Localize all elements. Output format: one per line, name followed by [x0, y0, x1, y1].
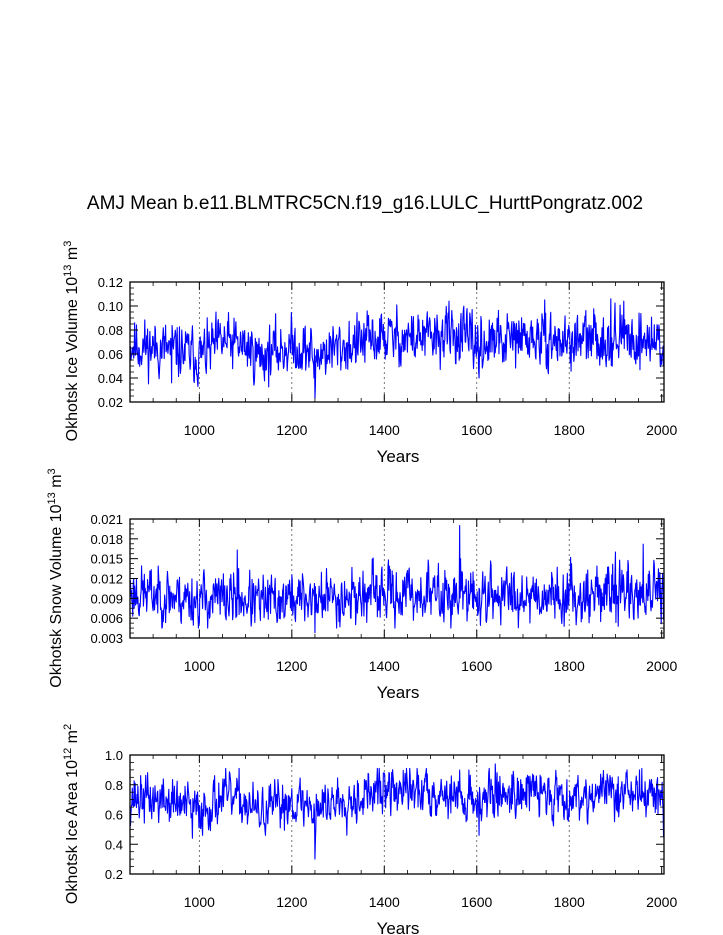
xlabel-snow-volume: Years [377, 683, 420, 702]
xtick-label-snow-volume-1600: 1600 [461, 658, 492, 674]
ytick-label-ice-area-4: 1.0 [105, 748, 123, 763]
ytick-label-snow-volume-4: 0.015 [90, 552, 123, 567]
series-line-ice-area [129, 763, 665, 860]
xtick-label-ice-volume-1400: 1400 [369, 422, 400, 438]
plot-frame-ice-volume [129, 281, 665, 403]
xtick-label-snow-volume-1800: 1800 [554, 658, 585, 674]
xlabel-ice-area: Years [377, 919, 420, 935]
xtick-label-ice-area-1600: 1600 [461, 894, 492, 910]
ytick-label-ice-volume-1: 0.04 [98, 371, 123, 386]
ytick-label-snow-volume-6: 0.021 [90, 512, 123, 527]
ytick-label-ice-volume-5: 0.12 [98, 275, 123, 290]
series-line-ice-volume [129, 298, 665, 399]
ytick-label-snow-volume-3: 0.012 [90, 572, 123, 587]
xtick-label-ice-volume-1000: 1000 [184, 422, 215, 438]
plot-frame-snow-volume [129, 518, 665, 639]
ytick-label-ice-area-0: 0.2 [105, 867, 123, 882]
xtick-label-snow-volume-2000: 2000 [646, 658, 677, 674]
xtick-label-ice-area-2000: 2000 [646, 894, 677, 910]
ytick-label-snow-volume-5: 0.018 [90, 532, 123, 547]
panel-ice-area: Okhotsk Ice Area 1012 m2 Years 1000 1200 1… [62, 724, 677, 935]
xtick-label-ice-volume-2000: 2000 [646, 422, 677, 438]
ytick-label-ice-volume-0: 0.02 [98, 395, 123, 410]
ylabel-snow-volume: Okhotsk Snow Volume 1013 m3 [46, 468, 65, 687]
xtick-label-snow-volume-1400: 1400 [369, 658, 400, 674]
chart-title: AMJ Mean b.e11.BLMTRC5CN.f19_g16.LULC_Hu… [87, 193, 643, 214]
xtick-label-ice-volume-1200: 1200 [276, 422, 307, 438]
ytick-label-ice-volume-4: 0.10 [98, 299, 123, 314]
xtick-label-snow-volume-1200: 1200 [276, 658, 307, 674]
ylabel-ice-volume: Okhotsk Ice Volume 1013 m3 [62, 241, 81, 442]
xlabel-ice-volume: Years [377, 447, 420, 466]
ytick-label-snow-volume-2: 0.009 [90, 591, 123, 606]
ytick-label-ice-area-3: 0.8 [105, 778, 123, 793]
xtick-label-snow-volume-1000: 1000 [184, 658, 215, 674]
ytick-label-ice-volume-3: 0.08 [98, 323, 123, 338]
xtick-label-ice-area-1800: 1800 [554, 894, 585, 910]
xtick-label-ice-area-1400: 1400 [369, 894, 400, 910]
xtick-label-ice-volume-1800: 1800 [554, 422, 585, 438]
xtick-label-ice-volume-1600: 1600 [461, 422, 492, 438]
panel-ice-volume: Okhotsk Ice Volume 1013 m3 Years 1000 120… [62, 241, 677, 466]
series-line-snow-volume [129, 525, 665, 634]
ytick-label-snow-volume-1: 0.006 [90, 611, 123, 626]
ytick-label-ice-area-2: 0.6 [105, 808, 123, 823]
xtick-label-ice-area-1000: 1000 [184, 894, 215, 910]
ytick-label-ice-volume-2: 0.06 [98, 347, 123, 362]
ylabel-ice-area: Okhotsk Ice Area 1012 m2 [62, 724, 81, 904]
ytick-label-ice-area-1: 0.4 [105, 837, 123, 852]
ytick-label-snow-volume-0: 0.003 [90, 631, 123, 646]
panel-snow-volume: Okhotsk Snow Volume 1013 m3 Years 1000 12… [46, 468, 677, 702]
xtick-label-ice-area-1200: 1200 [276, 894, 307, 910]
